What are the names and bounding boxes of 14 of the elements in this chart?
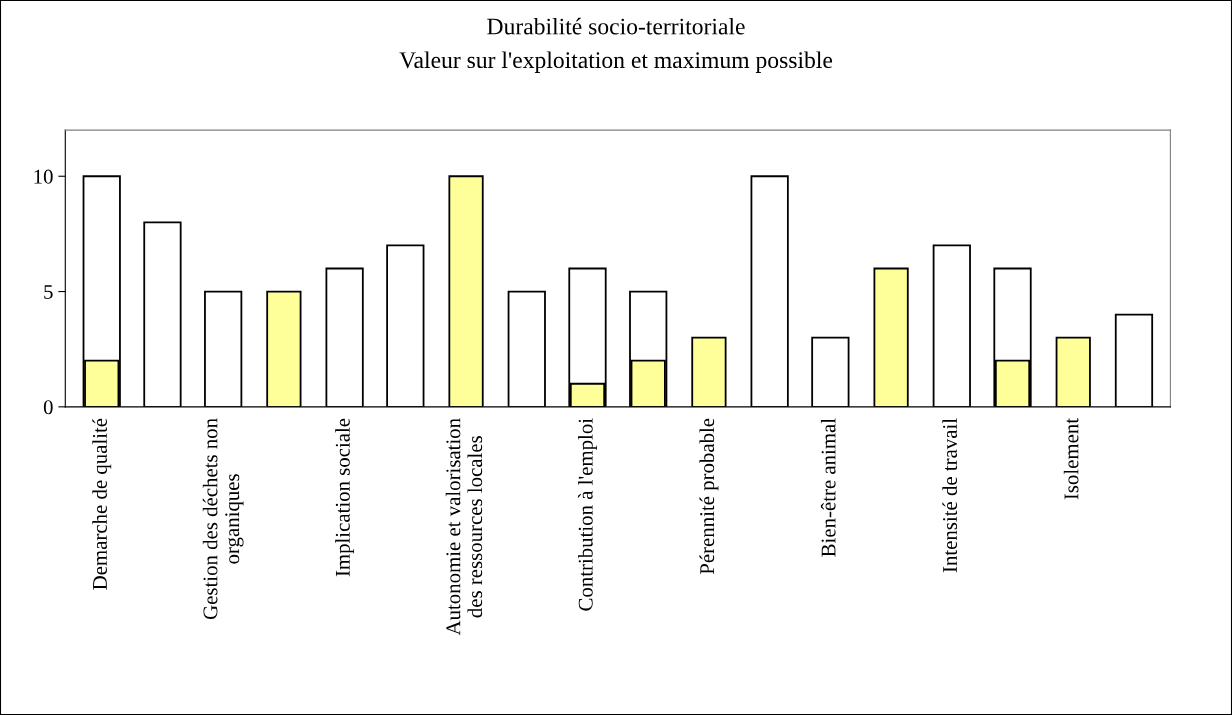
- x-tick-label: Intensité de travail: [942, 418, 958, 573]
- x-tick-label: Autonomie et valorisation des ressources locales: [445, 418, 483, 636]
- y-tick-label: 0: [43, 400, 53, 415]
- chart-subtitle: Valeur sur l'exploitation et maximum possible: [399, 51, 833, 73]
- x-tick-label: Isolement: [1063, 418, 1079, 500]
- x-tick-label: Contribution à l'emploi: [578, 418, 597, 611]
- x-tick-label: Bien-être animal: [820, 418, 836, 557]
- x-tick-label: Demarche de qualité: [92, 418, 112, 590]
- x-tick-label: Implication sociale: [335, 418, 355, 577]
- chart-title: Durabilité socio-territoriale: [487, 17, 745, 35]
- y-tick-label: 5: [44, 285, 53, 299]
- y-tick-label: 10: [34, 169, 53, 184]
- x-tick-label: Pérennité probable: [699, 418, 719, 575]
- x-tick-label: Gestion des déchets non organiques: [202, 418, 244, 620]
